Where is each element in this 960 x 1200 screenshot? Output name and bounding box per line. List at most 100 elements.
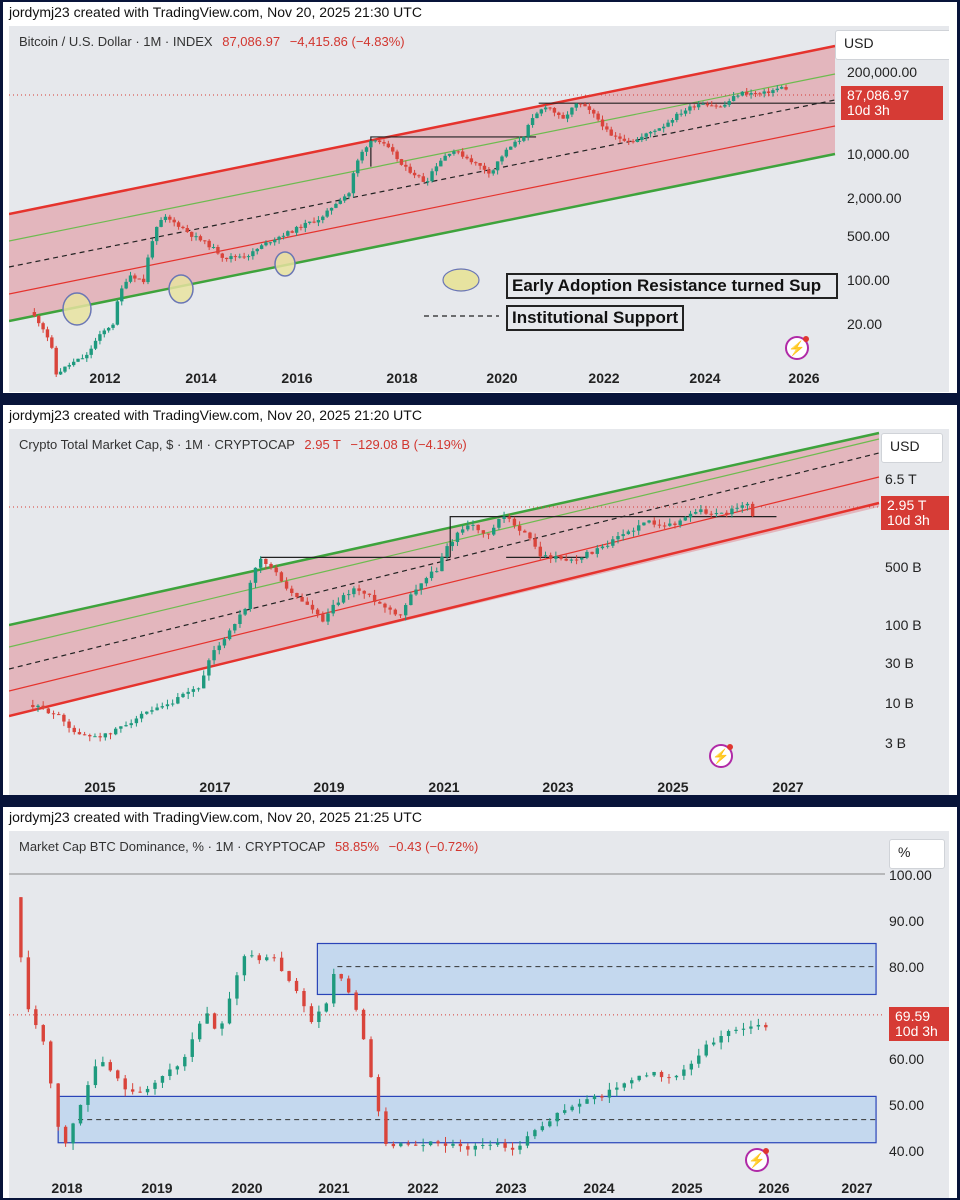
candle-body	[679, 113, 683, 115]
x-tick-label: 2012	[89, 370, 121, 386]
candle-body	[701, 103, 705, 105]
candle-body	[592, 109, 596, 114]
candle-body	[265, 957, 269, 961]
candle-body	[548, 1121, 552, 1127]
candle-body	[98, 736, 102, 738]
candle-body	[316, 220, 321, 223]
y-tick-label: 30 B	[885, 655, 914, 671]
candle-body	[62, 714, 66, 722]
total-mcap-chart-svg	[9, 431, 880, 742]
lightning-icon[interactable]: ⚡	[785, 336, 809, 360]
candle-body	[72, 727, 76, 733]
candle-body	[510, 1147, 515, 1150]
candle-body	[607, 1089, 612, 1098]
candle-body	[718, 106, 723, 108]
candle-body	[185, 228, 190, 232]
candle-body	[592, 1096, 597, 1100]
candle-body	[600, 1096, 604, 1098]
candle-body	[138, 1091, 142, 1093]
candle-body	[621, 534, 625, 537]
candle-body	[771, 90, 775, 94]
lightning-icon[interactable]: ⚡	[709, 744, 733, 768]
candle-body	[618, 136, 622, 139]
candle-body	[196, 688, 201, 690]
candle-body	[538, 546, 543, 557]
candle-body	[745, 503, 750, 506]
candle-body	[163, 216, 168, 220]
candle-body	[428, 1141, 433, 1146]
candle-body	[500, 156, 504, 162]
y-tick-label: 50.00	[889, 1097, 925, 1113]
candle-body	[305, 601, 309, 605]
candle-body	[569, 559, 574, 561]
candle-body	[564, 558, 568, 561]
demand-zone-box	[316, 942, 877, 996]
candle-body	[310, 604, 315, 610]
candle-body	[113, 728, 118, 735]
candle-body	[51, 713, 56, 715]
candle-body	[600, 546, 605, 549]
candle-body	[155, 226, 159, 242]
candle-body	[273, 239, 277, 243]
candle-body	[693, 512, 698, 514]
candle-body	[469, 158, 474, 163]
lightning-icon[interactable]: ⚡	[745, 1148, 769, 1172]
candle-body	[71, 1123, 75, 1144]
candle-body	[540, 1126, 545, 1131]
candle-body	[543, 555, 548, 557]
candle-body	[714, 513, 719, 515]
candle-body	[181, 226, 185, 229]
candle-body	[243, 608, 247, 615]
x-tick-label: 2021	[428, 779, 460, 795]
candle-body	[495, 161, 500, 171]
candle-body	[41, 323, 45, 330]
total-mcap-plot-area[interactable]: Crypto Total Market Cap, $ · 1M · CRYPTO…	[9, 429, 949, 795]
candle-body	[287, 971, 291, 981]
candle-body	[585, 551, 589, 558]
candle-body	[54, 347, 58, 375]
x-tick-label: 2027	[772, 779, 804, 795]
candle-body	[326, 613, 330, 622]
candle-body	[115, 301, 120, 325]
candle-body	[329, 207, 334, 211]
candle-body	[222, 639, 227, 646]
candle-body	[504, 149, 509, 157]
candle-body	[233, 623, 237, 631]
candle-body	[220, 253, 224, 258]
candle-body	[460, 529, 465, 533]
candle-body	[391, 147, 395, 152]
candle-body	[517, 525, 522, 531]
currency-button[interactable]: USD	[881, 433, 943, 463]
candle-body	[559, 556, 563, 559]
currency-button[interactable]: USD	[835, 30, 949, 60]
candle-body	[764, 1024, 768, 1028]
candle-body	[194, 236, 198, 238]
candle-body	[342, 196, 347, 201]
candle-body	[290, 588, 294, 593]
candle-body	[211, 247, 216, 249]
x-tick-label: 2023	[542, 779, 574, 795]
candle-body	[367, 593, 372, 595]
price-tag-countdown: 10d 3h	[887, 512, 930, 528]
candle-body	[451, 1143, 455, 1146]
candle-body	[332, 973, 336, 1004]
candle-body	[290, 231, 294, 233]
candle-body	[657, 524, 662, 526]
candle-body	[150, 710, 154, 712]
candle-body	[124, 725, 128, 727]
x-tick-label: 2014	[185, 370, 217, 386]
candle-body	[735, 507, 739, 509]
candle-body	[274, 567, 278, 573]
candle-body	[653, 130, 657, 132]
x-tick-label: 2020	[231, 1180, 263, 1196]
candle-body	[408, 166, 412, 173]
candle-body	[753, 93, 758, 95]
candle-body	[369, 140, 373, 148]
candle-body	[362, 590, 366, 594]
candle-body	[145, 711, 149, 714]
candle-body	[554, 556, 558, 559]
btc-dominance-plot-area[interactable]: Market Cap BTC Dominance, % · 1M · CRYPT…	[9, 831, 949, 1198]
unit-button[interactable]: %	[889, 839, 945, 869]
candle-body	[78, 1104, 83, 1124]
btc-plot-area[interactable]: Bitcoin / U.S. Dollar · 1M · INDEX 87,08…	[9, 26, 949, 392]
